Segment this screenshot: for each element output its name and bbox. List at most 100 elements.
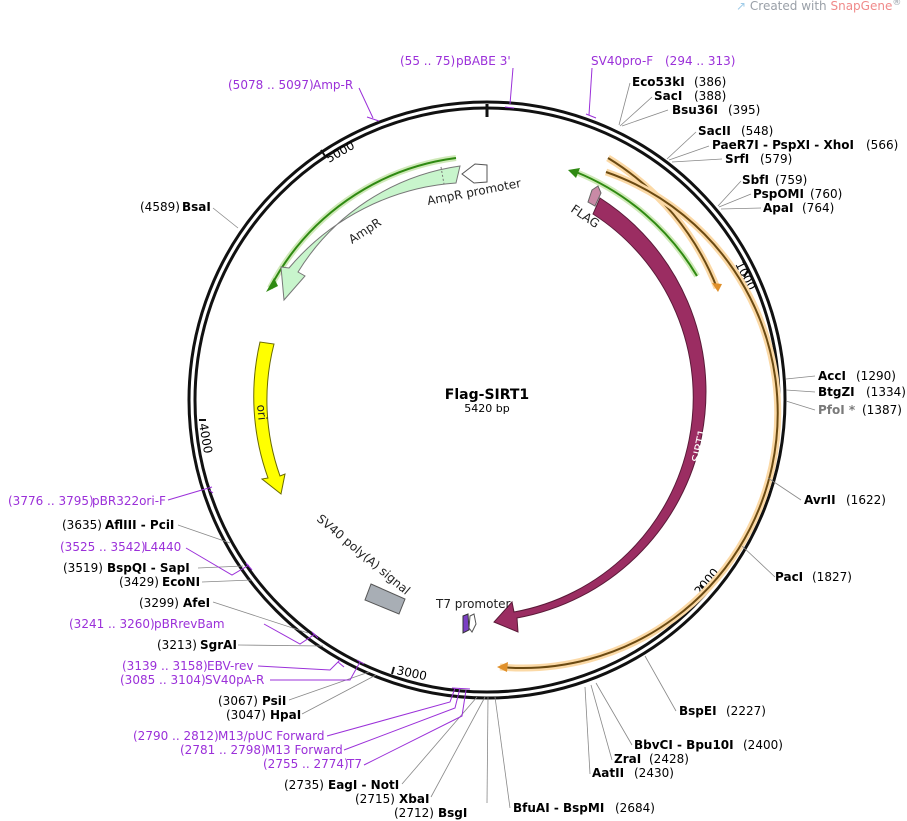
site-name-25: AfeI: [183, 596, 210, 610]
site-name-23: PsiI: [262, 694, 286, 708]
site-name-1: SacI: [654, 89, 682, 103]
watermark-brand: SnapGene: [830, 0, 893, 13]
primer-name-5: pBRrevBam: [154, 617, 225, 631]
site-name-10: BtgZI: [818, 385, 855, 399]
site-name-18: BfuAI - BspMI: [513, 801, 604, 815]
primer-pos-0: (5078 .. 5097): [228, 78, 314, 92]
site-name-19: BsgI: [438, 806, 467, 820]
primer-name-10: T7: [346, 757, 362, 771]
site-pos-23: (3067): [218, 694, 258, 708]
primer-pos-3: (3776 .. 3795): [8, 494, 94, 508]
primer-leader-lines: [167, 67, 597, 766]
site-name-24: SgrAI: [200, 638, 237, 652]
primer-name-8: M13/pUC Forward: [218, 729, 325, 743]
site-pos-21: (2735): [284, 778, 324, 792]
site-pos-24: (3213): [157, 638, 197, 652]
site-pos-5: (579): [760, 152, 792, 166]
site-name-26: EcoNI: [162, 575, 200, 589]
site-name-21: EagI - NotI: [328, 778, 399, 792]
site-name-4: PaeR7I - PspXI - XhoI: [712, 138, 854, 152]
orange-orf-outer-arrowhead: [712, 283, 722, 292]
site-name-14: BspEI: [679, 704, 717, 718]
site-pos-22: (3047): [226, 708, 266, 722]
site-name-27: BspQI - SapI: [107, 561, 190, 575]
site-pos-20: (2715): [355, 792, 395, 806]
site-pos-3: (548): [741, 124, 773, 138]
feature-label-t7-promoter: T7 promoter: [435, 597, 511, 611]
site-name-17: AatII: [592, 766, 624, 780]
primer-pos-9: (2781 .. 2798): [180, 743, 266, 757]
site-name-16: ZraI: [614, 752, 641, 766]
site-name-11: PfoI *: [818, 403, 856, 417]
primer-name-3: pBR322ori-F: [92, 494, 166, 508]
site-name-7: PspOMI: [753, 187, 804, 201]
sirt1-orf-green-line: [575, 171, 698, 277]
site-pos-18: (2684): [615, 801, 655, 815]
site-name-2: Bsu36I: [672, 103, 718, 117]
feature-label-sirt1: SIRT1: [689, 428, 710, 464]
site-name-9: AccI: [818, 369, 846, 383]
snapgene-watermark: ↗ Created with SnapGene®: [736, 0, 901, 13]
site-pos-9: (1290): [856, 369, 896, 383]
backbone-outer: [187, 100, 787, 700]
site-name-6: SbfI: [742, 173, 769, 187]
primer-name-2: SV40pro-F: [591, 54, 653, 68]
primer-name-4: L4440: [144, 540, 181, 554]
sirt1-orf-green-arrowhead: [568, 168, 580, 178]
site-pos-2: (395): [728, 103, 760, 117]
primer-pos-5: (3241 .. 3260): [69, 617, 155, 631]
primer-pos-4: (3525 .. 3542): [60, 540, 146, 554]
primer-pos-1: (55 .. 75): [400, 54, 455, 68]
site-pos-28: (3635): [62, 518, 102, 532]
t7-small-arrow: [468, 613, 477, 633]
site-name-22: HpaI: [270, 708, 301, 722]
ampr-promoter-arrow: [461, 163, 488, 184]
orange-orf-outer: [607, 157, 718, 289]
orange-orf-long: [499, 171, 779, 669]
site-pos-10: (1334): [866, 385, 906, 399]
site-name-0: Eco53kI: [632, 75, 685, 89]
site-pos-1: (388): [694, 89, 726, 103]
site-pos-27: (3519): [63, 561, 103, 575]
plasmid-name: Flag-SIRT1: [445, 387, 529, 403]
flag-feature: [587, 185, 602, 207]
site-pos-6: (759): [775, 173, 807, 187]
ampr-orf-arrowhead: [266, 278, 278, 292]
primer-pos-6: (3139 .. 3158): [122, 659, 208, 673]
ampr-feature-divider: [440, 166, 445, 185]
feature-label-ori: ori: [254, 404, 270, 421]
primer-name-6: EBV-rev: [207, 659, 253, 673]
site-pos-17: (2430): [634, 766, 674, 780]
primer-name-0: Amp-R: [313, 78, 353, 92]
site-pos-11: (1387): [862, 403, 902, 417]
ori-feature: [253, 341, 286, 495]
site-pos-14: (2227): [726, 704, 766, 718]
site-name-8: ApaI: [763, 201, 793, 215]
site-name-28: AflIII - PciI: [105, 518, 174, 532]
site-pos-0: (386): [694, 75, 726, 89]
tick-5000-mark: [320, 149, 326, 157]
site-pos-13: (1827): [812, 570, 852, 584]
site-pos-19: (2712): [394, 806, 434, 820]
site-name-3: SacII: [698, 124, 731, 138]
tick-label-3000: 3000: [395, 663, 428, 683]
site-name-5: SrfI: [725, 152, 749, 166]
site-name-13: PacI: [775, 570, 803, 584]
site-name-12: AvrII: [804, 493, 836, 507]
ampr-orf-line: [269, 157, 457, 289]
watermark-mark: ®: [892, 0, 902, 8]
site-name-20: XbaI: [399, 792, 429, 806]
site-pos-4: (566): [866, 138, 898, 152]
site-name-29: BsaI: [182, 200, 211, 214]
primer-labels: (5078 .. 5097) Amp-R (55 .. 75) pBABE 3'…: [8, 54, 735, 771]
feature-label-ampr: AmpR: [346, 215, 384, 246]
orange-orf-long-arrowhead: [497, 662, 508, 672]
feature-label-sv40-polya: SV40 poly(A) signal: [314, 512, 413, 598]
t7-promoter-feature: [462, 613, 470, 634]
site-name-15: BbvCI - Bpu10I: [634, 738, 734, 752]
sv40-polya-feature: [364, 583, 406, 615]
primer-pos-2: (294 .. 313): [665, 54, 735, 68]
snapgene-logo-icon: ↗: [736, 0, 747, 13]
primer-name-9: M13 Forward: [265, 743, 343, 757]
